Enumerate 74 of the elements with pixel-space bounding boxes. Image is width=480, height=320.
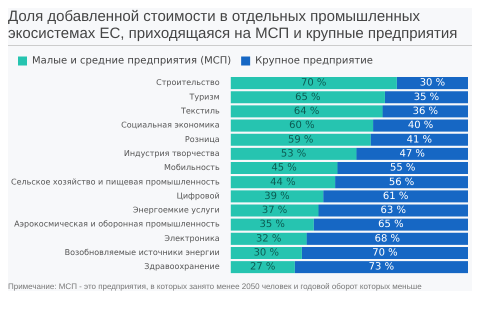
data-label: 73 % [368, 262, 394, 273]
bar [230, 77, 397, 90]
y-tick-label: Цифровой [176, 191, 220, 200]
data-label: 70 % [301, 78, 326, 89]
data-label: 30 % [420, 78, 446, 89]
bar [230, 261, 295, 274]
data-label: 65 % [378, 219, 404, 230]
bar [230, 190, 324, 202]
bar [335, 176, 468, 188]
y-tick-label: Аэрокосмическая и оборонная промышленность [14, 220, 220, 229]
bar [302, 246, 468, 259]
data-label: 70 % [372, 248, 398, 259]
bar [230, 204, 318, 217]
data-label: 63 % [380, 205, 406, 216]
y-tick-label: Туризм [188, 92, 220, 102]
y-tick-label: Мобильность [164, 163, 220, 172]
bar [230, 120, 374, 132]
data-label: 30 % [254, 248, 279, 259]
chart-title: Доля добавленной стоимости в отдельных промышленных экосистемах ЕС, приходящаяся на МСП и крупные предприятия [8, 8, 472, 46]
bar [382, 105, 468, 118]
data-label: 27 % [250, 262, 276, 273]
bar [230, 148, 356, 160]
data-label: 56 % [388, 176, 414, 188]
bar [230, 246, 302, 259]
y-tick-label: Энергоемкие услуги [132, 206, 220, 215]
data-label: 64 % [294, 106, 320, 117]
y-tick-label: Сельское хозяйство и пищевая промышленность [11, 177, 220, 186]
y-tick-label: Индустрия творчества [124, 148, 220, 158]
y-tick-label: Розница [184, 134, 220, 144]
data-label: 45 % [271, 162, 297, 174]
data-label: 53 % [280, 148, 306, 160]
legend-label: Малые и средние предприятия (МСП) [32, 56, 232, 67]
y-tick-label: Здравоохранение [144, 262, 220, 272]
bar [230, 134, 371, 146]
data-label: 41 % [406, 134, 432, 146]
y-tick-label: Возобновляемые источники энергии [64, 248, 220, 258]
data-label: 32 % [256, 233, 282, 244]
y-tick-label: Социальная экономика [121, 120, 220, 130]
bar [318, 204, 468, 217]
data-label: 39 % [264, 190, 290, 202]
bar [384, 91, 468, 104]
bar [356, 148, 468, 160]
bar [294, 261, 468, 274]
bar [370, 134, 468, 146]
legend-label: Крупное предприятие [255, 56, 373, 67]
bar [230, 105, 383, 118]
data-label: 68 % [374, 233, 400, 244]
data-label: 36 % [412, 106, 438, 117]
bar [373, 120, 468, 132]
bar [230, 218, 314, 231]
bar [323, 190, 468, 202]
data-label: 65 % [295, 92, 321, 103]
data-label: 60 % [289, 120, 315, 132]
data-label: 35 % [260, 219, 285, 230]
data-label: 37 % [262, 205, 288, 216]
bar [314, 218, 468, 231]
text: Примечание: МСП - это предприятия, в которых занято менее 2050 человек и годовой оборот которых меньше [8, 282, 423, 291]
data-label: 40 % [408, 120, 434, 132]
bar [230, 176, 336, 188]
bar [230, 232, 307, 245]
y-tick-label: Электроника [164, 234, 220, 243]
data-label: 47 % [400, 148, 425, 160]
bar [306, 232, 468, 245]
bar [396, 77, 468, 90]
data-label: 61 % [382, 190, 408, 202]
data-label: 59 % [288, 134, 314, 146]
data-label: 55 % [390, 162, 416, 174]
y-tick-label: Текстиль [180, 106, 220, 116]
bar [230, 91, 385, 104]
bar [337, 162, 468, 174]
bar [230, 162, 338, 174]
data-label: 44 % [270, 176, 296, 188]
y-tick-label: Строительство [156, 78, 220, 88]
data-label: 35 % [414, 92, 440, 103]
